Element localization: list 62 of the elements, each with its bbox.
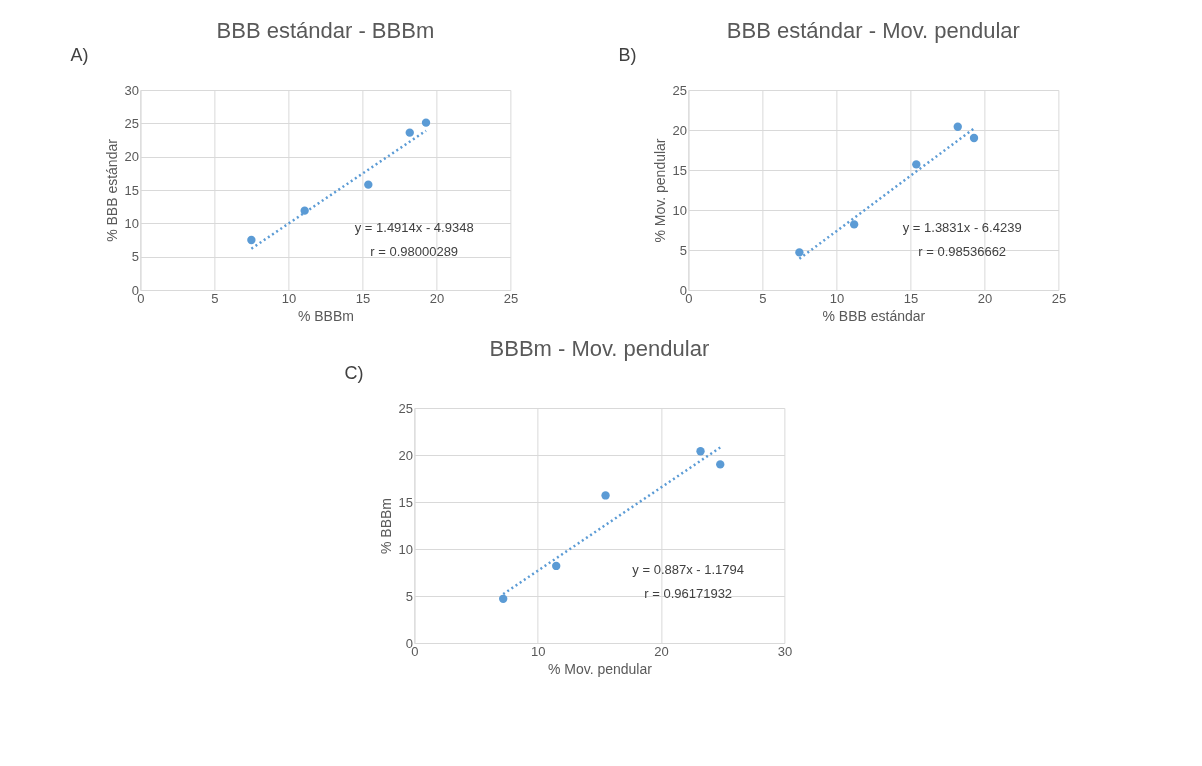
annotation: y = 0.887x - 1.1794 [632, 562, 745, 578]
y-tick-label: 20 [398, 447, 413, 463]
y-tick-label: 30 [124, 82, 139, 98]
y-axis-title: % BBB estándar [104, 138, 121, 242]
point [552, 561, 561, 571]
y-tick-label: 20 [124, 149, 139, 165]
y-tick-label: 20 [672, 122, 687, 138]
x-tick-label: 10 [530, 643, 546, 659]
point [421, 118, 431, 127]
y-tick-label: 5 [131, 249, 139, 265]
y-tick-label: 15 [672, 162, 687, 178]
point [499, 594, 508, 603]
y-tick-label: 5 [679, 242, 687, 258]
x-tick-label: 20 [977, 290, 993, 306]
point [364, 180, 373, 189]
y-tick-label: 15 [398, 494, 413, 510]
x-tick-label: 25 [503, 290, 519, 306]
point [912, 160, 921, 169]
text: B) [618, 45, 637, 65]
x-tick-label: 25 [1051, 290, 1067, 306]
x-tick-label: 20 [654, 643, 669, 659]
y-axis-title: % Mov. pendular [652, 138, 669, 243]
y-tick-label: 15 [124, 182, 139, 198]
annotation: r = 0.98000289 [370, 244, 459, 259]
point [601, 491, 610, 500]
x-tick-label: 15 [903, 290, 919, 306]
x-tick-label: 15 [355, 290, 371, 306]
point [953, 122, 962, 131]
y-tick-label: 25 [398, 400, 413, 416]
chart-title: BBB estándar - BBBm [216, 18, 435, 43]
y-tick-label: 10 [398, 541, 413, 557]
point [405, 128, 414, 137]
x-tick-label: 20 [429, 290, 445, 306]
point [795, 248, 804, 257]
x-tick-label: 10 [281, 290, 297, 306]
x-tick-label: 10 [829, 290, 845, 306]
annotation: r = 0.96171932 [644, 586, 733, 602]
x-tick-label: 5 [211, 290, 219, 306]
y-axis-title: % BBBm [378, 497, 395, 555]
chart-title: BBBm - Mov. pendular [489, 336, 710, 361]
y-tick-label: 25 [672, 82, 687, 98]
point [969, 133, 979, 143]
x-axis-title: % BBB estándar [822, 307, 926, 324]
y-tick-label: 10 [672, 202, 687, 218]
y-tick-label: 25 [124, 115, 139, 131]
annotation: y = 1.4914x - 4.9348 [354, 220, 474, 235]
y-tick-label: 10 [124, 215, 139, 231]
point [716, 460, 725, 469]
point [696, 447, 705, 456]
x-tick-label: 5 [759, 290, 767, 306]
chart-title: BBB estándar - Mov. pendular [726, 18, 1020, 43]
text: C) [344, 363, 364, 383]
text: A) [70, 45, 89, 65]
x-tick-label: 30 [777, 643, 793, 659]
x-axis-title: % BBBm [297, 307, 354, 324]
point [300, 206, 309, 215]
point [849, 220, 859, 229]
x-axis-title: % Mov. pendular [547, 660, 653, 677]
annotation: r = 0.98536662 [918, 244, 1007, 259]
annotation: y = 1.3831x - 6.4239 [902, 220, 1022, 235]
point [247, 235, 256, 245]
y-tick-label: 5 [405, 588, 413, 604]
